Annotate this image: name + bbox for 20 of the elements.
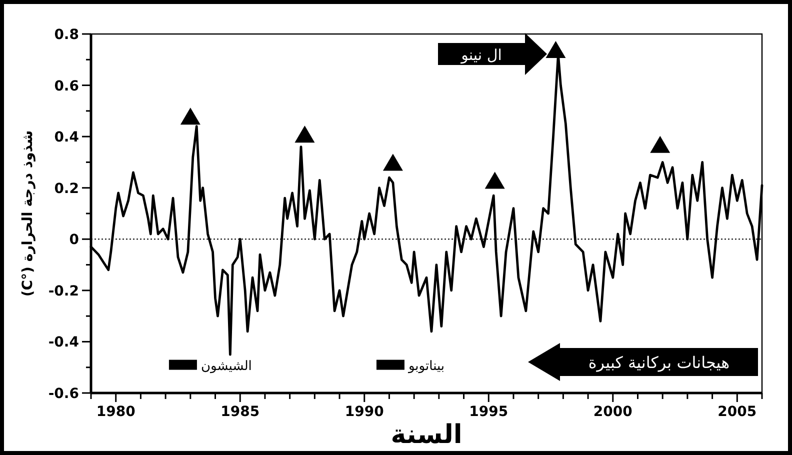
annotation: الشيشون <box>200 358 252 374</box>
annotation: ال نينو <box>460 46 502 64</box>
y-axis-title: شذوذ درجة الحرارة (°C) <box>20 130 36 297</box>
x-tick-label: 1980 <box>96 404 136 420</box>
y-tick-label: 0.4 <box>54 130 80 146</box>
x-tick-label: 1990 <box>344 404 384 420</box>
x-tick-label: 1995 <box>469 404 508 420</box>
x-tick-label: 2005 <box>718 404 757 420</box>
x-tick-label: 2000 <box>593 404 633 420</box>
y-tick-label: 0.8 <box>54 27 79 43</box>
y-tick-label: -0.4 <box>48 334 80 351</box>
annotation: بيناتوبو <box>407 358 445 374</box>
x-axis-title: السنة <box>390 420 462 450</box>
annotation: هيجانات بركانية كبيرة <box>588 353 730 372</box>
y-tick-label: 0.2 <box>54 180 79 197</box>
y-tick-label: 0.6 <box>54 78 79 94</box>
y-tick-label: 0 <box>69 232 80 248</box>
y-tick-label: -0.6 <box>48 386 79 402</box>
x-tick-label: 1985 <box>220 404 260 420</box>
y-tick-label: -0.2 <box>48 283 79 300</box>
